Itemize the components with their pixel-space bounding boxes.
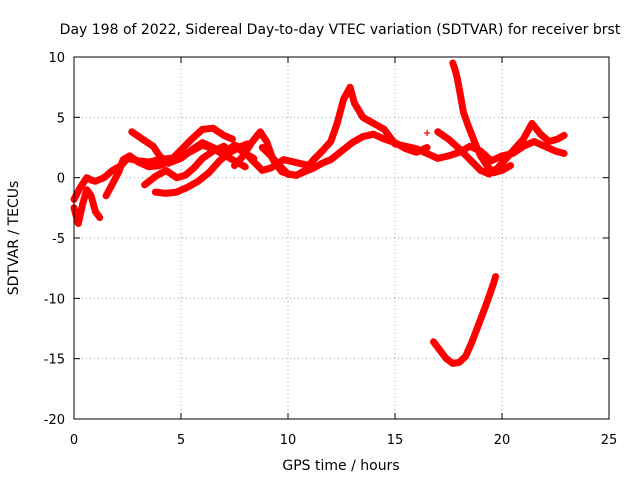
data-series-arc-1 [70,186,104,227]
chart-title: Day 198 of 2022, Sidereal Day-to-day VTE… [60,22,621,38]
x-axis-label: GPS time / hours [282,458,399,474]
y-tick-label: -20 [44,413,65,428]
y-ticks: -20 -15 -10 -5 0 5 10 [44,51,609,428]
data-series-arc-10 [449,59,515,177]
y-tick-label: 0 [57,172,65,187]
data-series-arc-8 [258,130,431,179]
data-series-arc-9 [434,119,568,178]
grid-lines [74,57,609,419]
data-point [424,130,431,137]
x-ticks: 0 5 10 15 20 25 [70,57,617,448]
plot-data [70,59,568,367]
data-series-arc-3 [102,124,236,200]
x-tick-label: 5 [177,433,185,448]
data-series-arc-11 [430,273,500,367]
x-tick-label: 20 [494,433,511,448]
y-tick-label: -5 [52,232,65,247]
x-tick-label: 25 [601,433,618,448]
data-series-arc-6 [151,140,251,197]
y-tick-label: 10 [48,51,65,66]
x-tick-label: 15 [387,433,404,448]
x-tick-label: 0 [70,433,78,448]
x-tick-label: 10 [280,433,297,448]
y-axis-label: SDTVAR / TECUs [6,181,22,296]
y-tick-label: 5 [57,111,65,126]
y-tick-label: -15 [44,353,65,368]
y-tick-label: -10 [44,292,65,307]
